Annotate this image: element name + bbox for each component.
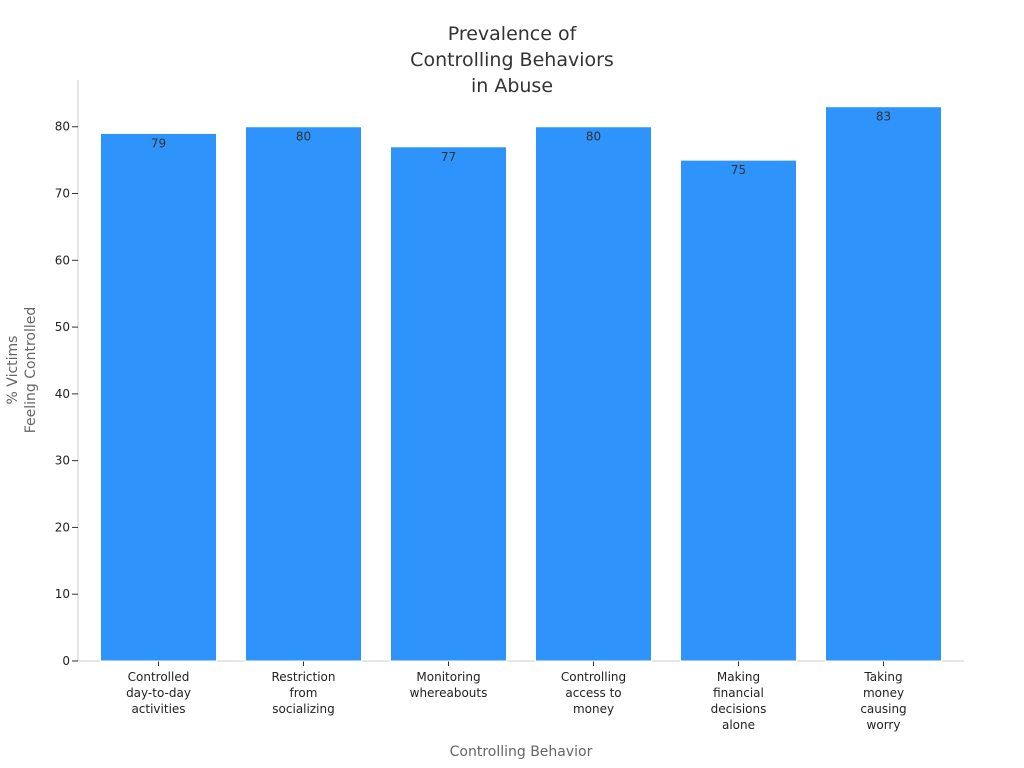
x-tick-label: decisions xyxy=(711,702,767,716)
x-tick-label: Controlling xyxy=(561,670,626,684)
x-tick-label: day-to-day xyxy=(126,686,191,700)
x-tick-label: whereabouts xyxy=(410,686,488,700)
x-tick-label: financial xyxy=(713,686,764,700)
y-tick-label: 30 xyxy=(55,454,70,468)
x-tick-label: Making xyxy=(717,670,760,684)
data-label: 79 xyxy=(151,136,166,150)
data-label: 83 xyxy=(876,110,891,124)
chart-title: Prevalence of Controlling Behaviors in Abu… xyxy=(410,23,614,97)
y-tick-label: 10 xyxy=(55,587,70,601)
x-tick-label: alone xyxy=(722,718,755,732)
x-tick-label: worry xyxy=(867,718,901,732)
x-tick-label: Taking xyxy=(863,670,902,684)
x-axis-title: Controlling Behavior xyxy=(450,744,593,760)
x-tick-label: socializing xyxy=(272,702,334,716)
y-axis-title-line: Feeling Controlled xyxy=(23,307,39,434)
y-tick-label: 20 xyxy=(55,520,70,534)
x-tick-label: causing xyxy=(860,702,906,716)
data-label: 80 xyxy=(586,130,601,144)
chart-title-line: Prevalence of xyxy=(448,23,578,45)
data-labels-group: 79 80 77 80 75 83 xyxy=(151,110,891,177)
bar xyxy=(100,132,217,662)
data-label: 75 xyxy=(731,163,746,177)
y-tick-label: 50 xyxy=(55,320,70,334)
y-tick-label: 40 xyxy=(55,387,70,401)
x-tick-label: Controlled xyxy=(128,670,190,684)
bar xyxy=(825,106,942,662)
y-axis-title: % Victims Feeling Controlled xyxy=(5,307,39,434)
bar xyxy=(245,126,362,662)
bar xyxy=(535,126,652,662)
x-axis xyxy=(78,660,964,666)
chart-title-line: in Abuse xyxy=(471,75,553,97)
bar xyxy=(390,146,507,662)
data-label: 80 xyxy=(296,130,311,144)
y-tick-label: 60 xyxy=(55,253,70,267)
chart-title-line: Controlling Behaviors xyxy=(410,49,614,71)
x-tick-label: money xyxy=(573,702,614,716)
y-tick-label: 80 xyxy=(55,120,70,134)
y-axis-title-line: % Victims xyxy=(5,336,21,405)
y-axis: 0 10 20 30 40 50 60 70 80 xyxy=(55,80,79,668)
data-label: 77 xyxy=(441,150,456,164)
y-tick-label: 0 xyxy=(62,654,70,668)
x-tick-label: Monitoring xyxy=(416,670,480,684)
bars-group xyxy=(100,106,942,662)
category-labels-group: Controlled day-to-day activities Restrictio… xyxy=(126,670,907,732)
x-tick-label: access to xyxy=(565,686,621,700)
x-tick-label: money xyxy=(863,686,904,700)
x-tick-label: Restriction xyxy=(272,670,336,684)
bar xyxy=(680,159,797,662)
y-tick-label: 70 xyxy=(55,187,70,201)
x-tick-label: from xyxy=(290,686,318,700)
x-tick-label: activities xyxy=(131,702,185,716)
